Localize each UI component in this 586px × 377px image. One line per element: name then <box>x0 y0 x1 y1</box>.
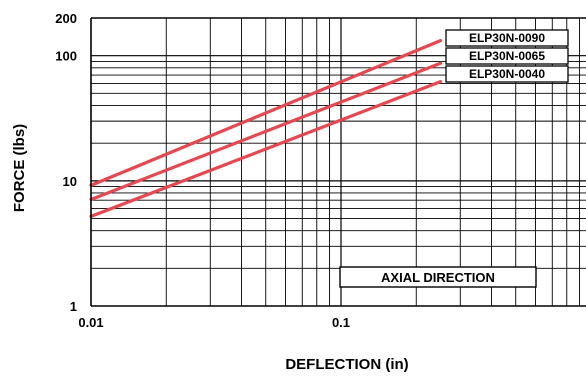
series-lines <box>89 38 443 218</box>
annotation: AXIAL DIRECTION <box>339 266 537 288</box>
x-axis-label: DEFLECTION (in) <box>285 356 408 373</box>
legend-label: ELP30N-0090 <box>469 31 545 45</box>
legend-box <box>445 47 569 65</box>
annotation-box <box>339 266 537 288</box>
legend-label: ELP30N-0040 <box>469 67 545 81</box>
x-tick-label: 0.01 <box>78 315 103 330</box>
series-line-elp30n-0090 <box>89 38 443 187</box>
annotation-text: AXIAL DIRECTION <box>381 270 495 285</box>
y-tick-label: 10 <box>63 174 77 189</box>
y-tick-label: 200 <box>55 11 77 26</box>
x-tick-label: 0.1 <box>332 315 350 330</box>
y-tick-label: 100 <box>55 49 77 64</box>
series-line-elp30n-0040 <box>89 80 443 218</box>
y-tick-label: 1 <box>70 299 77 314</box>
plot-frame <box>90 17 586 307</box>
legend-box <box>445 65 569 83</box>
series-line-elp30n-0065 <box>89 61 443 202</box>
tick-labels: 0.010.11110100200 <box>55 11 350 330</box>
legend-box <box>445 29 569 47</box>
legend: ELP30N-0090 ELP30N-0065 ELP30N-0040 <box>445 29 569 83</box>
legend-label: ELP30N-0065 <box>469 49 545 63</box>
y-axis-label: FORCE (lbs) <box>11 124 28 212</box>
